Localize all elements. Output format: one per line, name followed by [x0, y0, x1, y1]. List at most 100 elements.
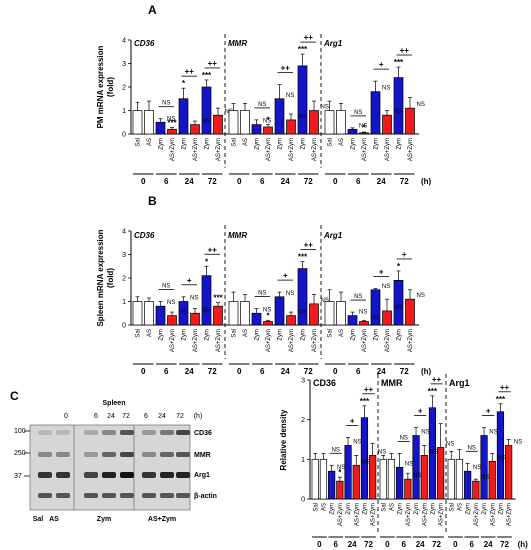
category-label: Zym — [278, 138, 284, 150]
y-tick-label: 3 — [122, 61, 126, 68]
blot-row-label: Arg1 — [194, 472, 210, 479]
comparison-label: NS — [354, 110, 362, 116]
bar — [167, 315, 177, 326]
time-label: 0 — [333, 177, 338, 186]
bar — [240, 110, 250, 135]
bar — [251, 312, 262, 326]
bar — [228, 110, 239, 135]
y-tick-label: 1 — [122, 299, 126, 306]
significance-mark: NS — [417, 293, 425, 299]
bar — [359, 132, 369, 135]
blot-column-label: 0 — [64, 413, 68, 420]
comparison-label: + — [379, 268, 384, 277]
category-label: Sal — [449, 503, 455, 512]
comparison-label: NS — [162, 284, 170, 290]
significance-mark: * — [266, 311, 270, 320]
blot-band — [176, 472, 190, 478]
time-label: 72 — [400, 177, 409, 186]
blot-band — [84, 472, 98, 478]
time-label: 0 — [385, 540, 390, 549]
time-label: 24 — [348, 540, 357, 549]
blot-band — [38, 472, 52, 478]
blot-band — [160, 430, 174, 435]
significance-mark: NS — [321, 105, 329, 111]
significance-mark: NS — [417, 102, 425, 108]
time-label: 72 — [208, 367, 217, 376]
time-label: 24 — [484, 540, 493, 549]
blot-title: Spleen — [103, 400, 126, 407]
category-label: AS+Zym — [439, 503, 445, 526]
significance-mark: NS — [263, 119, 271, 125]
y-tick-label: 4 — [122, 229, 126, 236]
time-unit: (h) — [421, 177, 432, 186]
y-axis-title: Spleen mRNA expression(fold) — [96, 229, 115, 326]
panel-letter: B — [148, 194, 157, 208]
time-label: 6 — [356, 177, 361, 186]
bar — [396, 466, 404, 500]
blot-group-label: AS — [49, 516, 59, 523]
gene-label: Arg1 — [449, 378, 470, 388]
category-label: AS — [321, 503, 327, 511]
molecular-weight-marker: 250 — [14, 450, 26, 457]
category-label: Zym — [182, 329, 188, 341]
comparison-label: + — [486, 407, 491, 416]
significance-mark: NS — [489, 430, 497, 436]
group-cd36: CD36NS****NS***NSNS++++SalASZymAS+ZymZym… — [132, 39, 233, 186]
time-label: 0 — [333, 367, 338, 376]
time-unit: (h) — [421, 367, 432, 376]
time-label: 0 — [141, 367, 146, 376]
category-label: AS+Zym — [354, 503, 360, 526]
bar — [393, 77, 404, 135]
blot-group-label: Zym — [97, 516, 111, 523]
category-label: AS — [147, 138, 153, 146]
blot-band — [84, 430, 98, 435]
bar — [336, 480, 344, 500]
bar — [472, 480, 480, 500]
category-label: Zym — [159, 329, 165, 341]
category-label: Zym — [346, 503, 352, 515]
comparison-label: ++ — [208, 59, 218, 68]
time-label: 6 — [164, 367, 169, 376]
category-label: Sal — [313, 503, 319, 512]
comparison-label: NS — [258, 291, 266, 297]
category-label: AS — [389, 503, 395, 511]
bar — [319, 458, 328, 500]
comparison-label: ++ — [185, 67, 195, 76]
category-label: Zym — [414, 503, 420, 515]
time-label: 6 — [402, 540, 407, 549]
category-label: Sal — [381, 503, 387, 512]
bar — [352, 464, 360, 500]
time-label: 24 — [281, 177, 290, 186]
category-label: AS+Zym — [371, 503, 377, 526]
significance-mark: NS — [382, 86, 390, 92]
bar — [405, 298, 415, 326]
significance-mark: * — [338, 468, 342, 477]
y-axis-title-line: Spleen mRNA expression — [96, 229, 105, 326]
time-label: 6 — [164, 177, 169, 186]
significance-mark: NS — [405, 461, 413, 467]
category-label: Zym — [374, 138, 380, 150]
time-label: 0 — [317, 540, 322, 549]
category-label: AS — [147, 329, 153, 337]
blot-column-label: 72 — [176, 413, 184, 420]
category-label: AS+Zym — [193, 138, 199, 161]
significance-mark: NS — [337, 465, 345, 471]
y-axis-title-line: (fold) — [106, 77, 115, 97]
category-label: Zym — [278, 329, 284, 341]
category-label: Zym — [397, 329, 403, 341]
blot-column-label: 6 — [94, 413, 98, 420]
bar — [190, 312, 200, 326]
category-label: Zym — [205, 138, 211, 150]
significance-mark: *** — [298, 253, 308, 262]
category-label: AS+Zym — [266, 329, 272, 352]
blot-band — [38, 452, 52, 457]
gene-label: MMR — [228, 231, 247, 240]
category-label: AS+Zym — [474, 503, 480, 526]
blot-band — [56, 493, 70, 498]
significance-mark: NS — [286, 291, 294, 297]
y-tick-label: 1 — [122, 108, 126, 115]
y-tick-label: 2 — [122, 85, 126, 92]
